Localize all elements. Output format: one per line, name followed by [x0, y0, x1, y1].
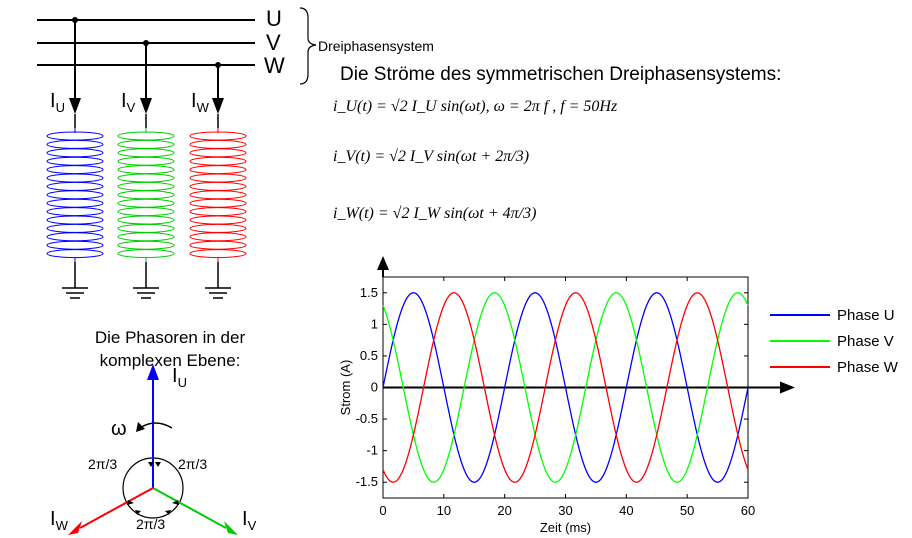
phasor-w-label: IW — [50, 508, 68, 533]
branch-current-symbol: I — [191, 90, 197, 112]
ground-v — [133, 262, 159, 299]
x-tick-label: 60 — [741, 503, 755, 518]
phasor-w-arrow — [68, 521, 82, 535]
x-axis-arrowhead — [780, 381, 795, 394]
phasor-v-line — [152, 487, 227, 529]
phasor-subscript: W — [55, 518, 68, 533]
coil-v — [117, 128, 175, 262]
phasor-v-label: IV — [242, 508, 256, 533]
y-tick-label: 0.5 — [360, 348, 378, 363]
coil-u — [46, 128, 104, 262]
phasor-current-symbol: I — [242, 508, 248, 530]
chart-series — [382, 292, 749, 483]
branch-u — [69, 17, 81, 128]
x-tick-label: 10 — [437, 503, 451, 518]
ground-w — [205, 262, 231, 299]
ground-u — [62, 262, 88, 299]
x-tick-label: 40 — [619, 503, 633, 518]
series-line-phase-w — [382, 292, 749, 483]
phasor-title: Die Phasoren in der komplexen Ebene: — [55, 326, 285, 372]
bus-brace — [299, 7, 317, 85]
x-tick-label: 30 — [558, 503, 572, 518]
y-tick-label: -1.5 — [356, 474, 378, 489]
branch-current-symbol: I — [50, 90, 56, 112]
phasor-subscript: U — [177, 375, 187, 390]
chart-legend: Phase U Phase V Phase W — [770, 307, 899, 376]
currents-heading: Die Ströme des symmetrischen Dreiphasens… — [340, 64, 782, 85]
angle-arrowhead — [135, 510, 141, 515]
series-line-phase-u — [382, 292, 749, 483]
angle-label-right: 2π/3 — [178, 456, 208, 472]
branch-label-v: IV — [121, 90, 135, 115]
formula-iw: i_W(t) = √2 I_W sin(ωt + 4π/3) — [333, 205, 537, 222]
x-tick-label: 20 — [497, 503, 511, 518]
current-arrow-v — [140, 98, 152, 114]
branch-subscript: V — [126, 100, 136, 115]
formula-iv: i_V(t) = √2 I_V sin(ωt + 2π/3) — [333, 148, 530, 165]
series-line-phase-v — [382, 292, 749, 483]
branch-w — [212, 62, 224, 128]
branch-current-symbol: I — [121, 90, 127, 112]
angle-arrowhead — [165, 510, 171, 515]
x-tick-label: 50 — [680, 503, 694, 518]
legend-label: Phase U — [837, 307, 895, 324]
phasor-subscript: V — [247, 518, 257, 533]
y-tick-label: 0 — [371, 380, 378, 395]
omega-label: ω — [111, 418, 127, 440]
angle-label-bottom: 2π/3 — [136, 516, 166, 532]
bus-label-w: W — [264, 53, 285, 78]
phasor-w-line — [79, 487, 154, 529]
branch-v — [140, 40, 152, 128]
angle-arrowhead — [127, 500, 134, 505]
y-tick-label: 1.5 — [360, 285, 378, 300]
y-tick-label: 1 — [371, 316, 378, 331]
phasor-current-symbol: I — [172, 365, 178, 387]
branch-label-w: IW — [191, 90, 209, 115]
formula-iu: i_U(t) = √2 I_U sin(ωt), ω = 2π f , f = … — [333, 98, 618, 115]
current-arrow-u — [69, 98, 81, 114]
angle-arrowhead — [172, 500, 179, 505]
phasor-u-label: IU — [172, 365, 187, 390]
angle-label-left: 2π/3 — [88, 456, 118, 472]
y-axis-label: Strom (A) — [338, 360, 353, 416]
phasor-v-arrow — [224, 521, 238, 535]
x-axis-label: Zeit (ms) — [540, 520, 591, 535]
system-label: Dreiphasensystem — [318, 38, 434, 54]
phasor-u-arrow — [147, 364, 159, 380]
legend-label: Phase V — [837, 333, 894, 350]
y-tick-label: -0.5 — [356, 411, 378, 426]
coil-w — [189, 128, 247, 262]
y-axis-arrowhead — [377, 256, 389, 270]
bus-label-u: U — [266, 6, 282, 31]
current-arrow-w — [212, 98, 224, 114]
bus-label-v: V — [266, 30, 281, 55]
phasor-current-symbol: I — [50, 508, 56, 530]
x-tick-label: 0 — [379, 503, 386, 518]
omega-arrowhead — [136, 422, 145, 432]
angle-arrowhead — [155, 462, 161, 467]
phasor-title-line2: komplexen Ebene: — [99, 351, 241, 370]
phasor-title-line1: Die Phasoren in der — [94, 328, 246, 347]
circuit-diagram — [37, 7, 317, 299]
chart-ticks: 0 10 20 30 40 50 60 1.5 1 0.5 0 -0.5 -1 -1.5 — [356, 277, 755, 518]
angle-arrowhead — [148, 462, 154, 467]
phasor-diagram — [68, 364, 238, 535]
y-tick-label: -1 — [366, 443, 378, 458]
branch-label-u: IU — [50, 90, 65, 115]
chart-frame — [377, 256, 795, 499]
branch-subscript: U — [55, 100, 65, 115]
legend-label: Phase W — [837, 359, 899, 376]
branch-subscript: W — [196, 100, 209, 115]
